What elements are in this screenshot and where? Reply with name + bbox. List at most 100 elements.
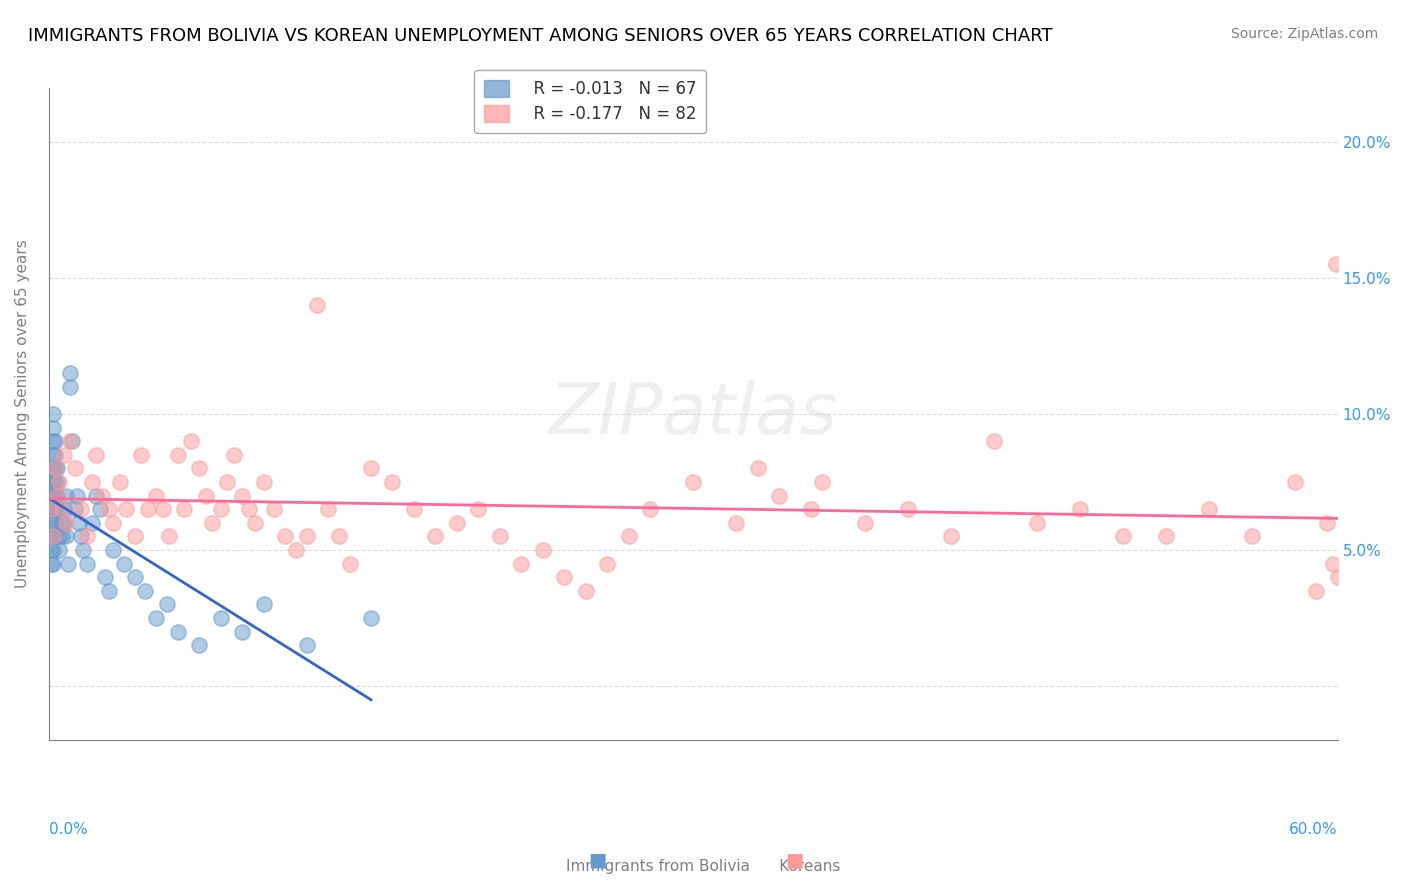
Point bbox=[124, 529, 146, 543]
Point bbox=[402, 502, 425, 516]
Point bbox=[39, 489, 62, 503]
Point bbox=[467, 502, 489, 516]
Point bbox=[70, 502, 93, 516]
Point bbox=[339, 557, 361, 571]
Point bbox=[46, 489, 69, 503]
Point bbox=[231, 624, 253, 639]
Point bbox=[531, 543, 554, 558]
Point bbox=[295, 529, 318, 543]
Point bbox=[108, 475, 131, 489]
Point bbox=[446, 516, 468, 530]
Point bbox=[553, 570, 575, 584]
Point bbox=[93, 570, 115, 584]
Point bbox=[231, 489, 253, 503]
Point bbox=[853, 516, 876, 530]
Point bbox=[42, 529, 65, 543]
Point bbox=[60, 434, 83, 449]
Point bbox=[1112, 529, 1135, 543]
Point bbox=[39, 502, 62, 516]
Point bbox=[46, 461, 69, 475]
Point bbox=[115, 502, 138, 516]
Point bbox=[124, 570, 146, 584]
Text: 60.0%: 60.0% bbox=[1289, 822, 1337, 837]
Point bbox=[76, 557, 98, 571]
Point bbox=[59, 380, 82, 394]
Point bbox=[1322, 557, 1344, 571]
Point bbox=[1198, 502, 1220, 516]
Point bbox=[63, 502, 86, 516]
Point bbox=[91, 489, 114, 503]
Text: 0.0%: 0.0% bbox=[49, 822, 87, 837]
Point bbox=[39, 502, 62, 516]
Point bbox=[274, 529, 297, 543]
Point bbox=[63, 461, 86, 475]
Point bbox=[188, 638, 211, 652]
Point bbox=[80, 475, 103, 489]
Point bbox=[59, 366, 82, 380]
Point bbox=[145, 489, 167, 503]
Point bbox=[51, 516, 73, 530]
Point bbox=[768, 489, 790, 503]
Text: ZIPatlas: ZIPatlas bbox=[548, 380, 838, 449]
Point bbox=[55, 516, 77, 530]
Text: IMMIGRANTS FROM BOLIVIA VS KOREAN UNEMPLOYMENT AMONG SENIORS OVER 65 YEARS CORRE: IMMIGRANTS FROM BOLIVIA VS KOREAN UNEMPL… bbox=[28, 27, 1053, 45]
Point bbox=[52, 448, 75, 462]
Point bbox=[39, 475, 62, 489]
Point bbox=[194, 489, 217, 503]
Point bbox=[42, 529, 65, 543]
Point bbox=[56, 557, 79, 571]
Point bbox=[84, 489, 107, 503]
Point bbox=[48, 529, 70, 543]
Point bbox=[84, 448, 107, 462]
Point bbox=[44, 461, 66, 475]
Point bbox=[1326, 570, 1348, 584]
Point bbox=[252, 598, 274, 612]
Point bbox=[983, 434, 1005, 449]
Point bbox=[80, 516, 103, 530]
Point bbox=[682, 475, 704, 489]
Point bbox=[39, 543, 62, 558]
Point bbox=[44, 489, 66, 503]
Point bbox=[39, 516, 62, 530]
Point bbox=[42, 461, 65, 475]
Point bbox=[39, 529, 62, 543]
Point bbox=[39, 557, 62, 571]
Point bbox=[252, 475, 274, 489]
Point bbox=[328, 529, 350, 543]
Point bbox=[44, 502, 66, 516]
Point bbox=[360, 611, 382, 625]
Point bbox=[51, 502, 73, 516]
Point bbox=[66, 489, 89, 503]
Point bbox=[188, 461, 211, 475]
Point bbox=[640, 502, 662, 516]
Point bbox=[811, 475, 834, 489]
Legend:   R = -0.013   N = 67,   R = -0.177   N = 82: R = -0.013 N = 67, R = -0.177 N = 82 bbox=[474, 70, 706, 133]
Point bbox=[725, 516, 748, 530]
Point bbox=[44, 448, 66, 462]
Point bbox=[747, 461, 769, 475]
Point bbox=[800, 502, 823, 516]
Point bbox=[166, 448, 188, 462]
Point bbox=[180, 434, 202, 449]
Point bbox=[48, 475, 70, 489]
Point bbox=[215, 475, 238, 489]
Text: ■: ■ bbox=[785, 851, 804, 870]
Point bbox=[52, 502, 75, 516]
Point bbox=[1154, 529, 1177, 543]
Point bbox=[596, 557, 619, 571]
Point bbox=[209, 611, 232, 625]
Point bbox=[897, 502, 920, 516]
Point bbox=[157, 529, 180, 543]
Point bbox=[97, 502, 120, 516]
Point bbox=[173, 502, 195, 516]
Point bbox=[209, 502, 232, 516]
Point bbox=[70, 529, 93, 543]
Point bbox=[52, 516, 75, 530]
Point bbox=[89, 502, 111, 516]
Point bbox=[1316, 516, 1339, 530]
Point bbox=[44, 461, 66, 475]
Point bbox=[76, 529, 98, 543]
Point bbox=[1324, 257, 1347, 271]
Point bbox=[42, 420, 65, 434]
Point bbox=[939, 529, 962, 543]
